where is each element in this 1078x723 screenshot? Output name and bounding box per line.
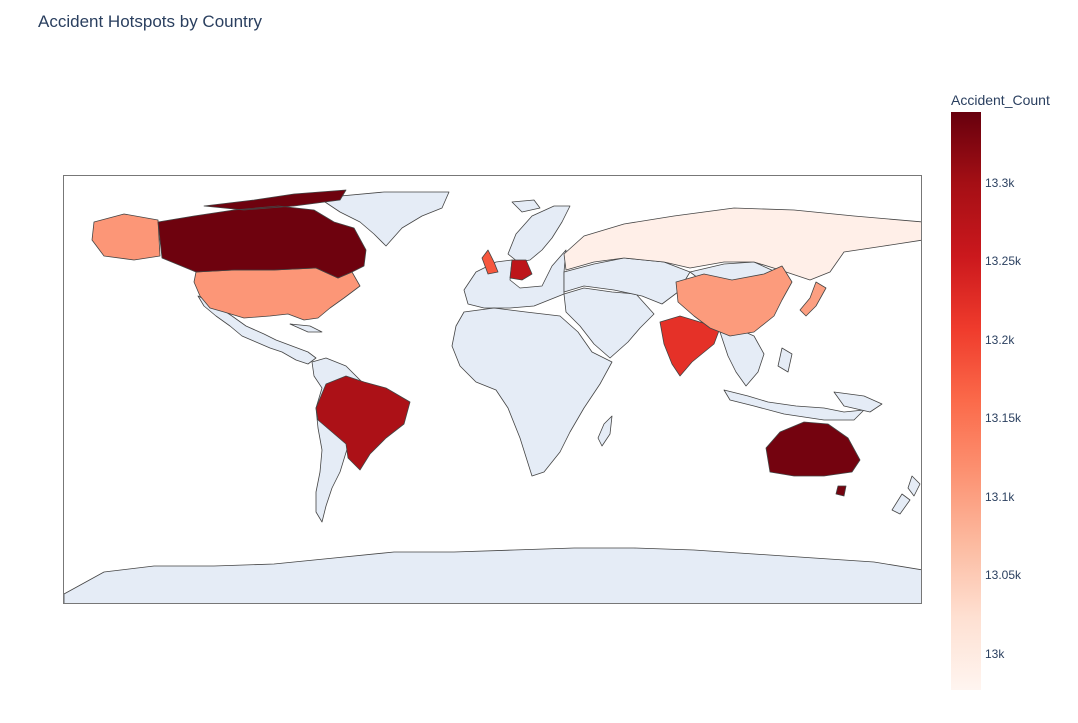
land-philippines (777, 347, 793, 373)
country-united-kingdom[interactable] (481, 249, 499, 275)
country-india[interactable] (659, 315, 721, 377)
country-china[interactable] (675, 265, 793, 337)
land-cuba (289, 323, 323, 333)
world-map[interactable] (64, 176, 922, 604)
country-germany[interactable] (509, 259, 533, 281)
country-russia[interactable] (563, 207, 922, 281)
land-southeast-asia (719, 327, 765, 387)
colorbar-title: Accident_Count (951, 92, 1050, 108)
land-scandinavia (507, 205, 571, 263)
colorbar-tick: 13.05k (985, 568, 1022, 583)
colorbar-tick: 13.1k (985, 489, 1015, 504)
land-new-guinea (833, 391, 883, 413)
land-greenland (318, 191, 450, 247)
colorbar-tick: 13.3k (985, 175, 1015, 190)
land-new-zealand (891, 475, 921, 515)
country-brazil[interactable] (315, 375, 411, 471)
chart-title: Accident Hotspots by Country (38, 12, 262, 31)
colorbar-tick: 13.15k (985, 411, 1022, 426)
land-antarctica (64, 547, 921, 603)
country-canada[interactable] (157, 189, 367, 279)
land-madagascar (597, 415, 613, 447)
colorbar-tick: 13k (985, 646, 1005, 661)
country-australia[interactable] (765, 421, 861, 497)
land-iceland (511, 199, 541, 213)
map-frame[interactable] (63, 175, 922, 604)
colorbar (951, 112, 981, 690)
land-middle-east (563, 287, 655, 359)
colorbar-tick: 13.2k (985, 332, 1015, 347)
country-japan[interactable] (799, 281, 827, 317)
colorbar-tick: 13.25k (985, 254, 1022, 269)
land-africa (451, 307, 613, 477)
